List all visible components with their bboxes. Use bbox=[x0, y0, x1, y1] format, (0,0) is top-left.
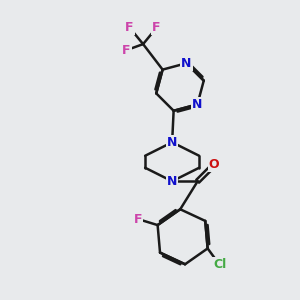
Text: F: F bbox=[122, 44, 131, 57]
Text: N: N bbox=[167, 136, 177, 149]
Text: Cl: Cl bbox=[213, 258, 226, 272]
Text: N: N bbox=[192, 98, 203, 111]
Text: N: N bbox=[181, 57, 192, 70]
Text: F: F bbox=[125, 21, 134, 34]
Text: O: O bbox=[209, 158, 219, 171]
Text: F: F bbox=[134, 213, 142, 226]
Text: F: F bbox=[152, 21, 161, 34]
Text: N: N bbox=[167, 175, 177, 188]
